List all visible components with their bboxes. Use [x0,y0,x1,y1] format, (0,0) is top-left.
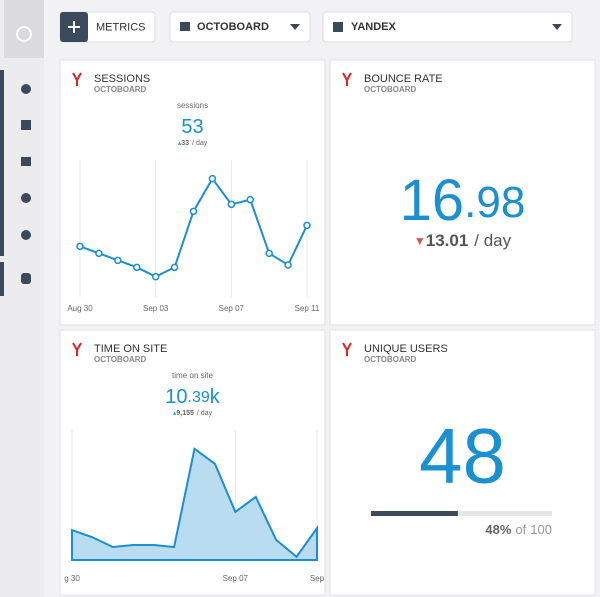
delta-unit: / day [474,231,511,250]
sidebar [0,0,44,597]
nav-info[interactable] [21,230,31,240]
metric-label: time on site [172,371,213,380]
delta: ▴33/ day [178,140,208,147]
point [151,272,160,281]
progress-bar [371,511,458,516]
point [265,249,273,258]
widget-subtitle: OCTOBOARD [364,85,417,94]
card [59,59,326,326]
point [76,242,84,251]
progress-track [371,511,552,516]
select-label: YANDEX [351,21,396,33]
caret [552,24,562,30]
widget-title: UNIQUE USERS [364,343,448,355]
yandex-icon [342,72,352,86]
yandex-icon [72,342,82,356]
delta-unit: / day [192,140,208,147]
metric-value: 48 [419,412,506,500]
metric-label: sessions [177,101,208,110]
x-tick-label: Aug 30 [67,304,93,313]
value-whole: 10 [165,386,187,408]
card [329,329,596,596]
grid-icon [333,22,343,32]
widget-subtitle: OCTOBOARD [94,355,147,364]
point [189,207,198,216]
point [246,195,254,204]
point [170,263,179,272]
delta-value: 33 [181,140,189,147]
point [227,200,236,209]
logo-tile [4,0,44,58]
sidebar-active [0,70,4,256]
delta-value: 13.01 [426,231,469,250]
widget-title: SESSIONS [94,73,150,85]
nav-debug[interactable] [21,273,31,284]
point [95,249,103,258]
nav-profile[interactable] [21,84,31,94]
select-bg [169,11,311,43]
bank-icon [180,22,190,31]
progress-label: 48% [485,522,511,537]
x-tick-label: Sep [310,574,325,583]
area [71,447,318,561]
source-select[interactable]: YANDEX [322,11,573,43]
x-tick-label: g 30 [64,574,80,583]
progress-text: 48% of 100 [485,522,552,537]
delta-icon: ▴ [178,140,182,147]
card [329,59,596,326]
delta-icon: ▼ [414,234,426,248]
value-suffix: k [210,386,221,408]
value-fraction: .39 [188,389,210,406]
logo [16,26,32,42]
point [133,263,141,272]
delta: ▴9,155/ day [173,410,213,417]
widget-subtitle: OCTOBOARD [364,355,417,364]
max-label: 100 [530,522,552,537]
metric-value: 10.39k [165,386,221,408]
delta-value: 9,155 [176,410,194,417]
point [284,261,292,269]
x-tick-label: Sep 07 [223,574,249,583]
plus-icon [68,21,80,33]
metric-value: 16.98 [400,168,526,233]
select-bg [322,11,573,43]
delta-unit: / day [197,410,213,417]
widget-subtitle: OCTOBOARD [94,85,147,94]
x-tick-label: Sep 11 [295,304,320,313]
sidebar-active [0,262,4,296]
widget-title: TIME ON SITE [94,343,167,355]
caret [290,24,300,30]
point [208,174,217,183]
dashboard-select[interactable]: OCTOBOARD [169,11,311,43]
button-label: METRICS [96,21,146,33]
yandex-icon [342,342,352,356]
yandex-icon [72,72,82,86]
value-fraction: .98 [464,178,525,227]
point [114,256,122,265]
delta-icon: ▴ [173,410,177,417]
delta: ▼13.01 / day [414,231,512,250]
x-tick-label: Sep 03 [143,304,169,313]
metric-value: 53 [181,116,203,138]
nav-bank[interactable] [21,157,31,166]
add-metrics-button[interactable]: METRICS [59,11,156,43]
point [303,221,311,230]
widget-title: BOUNCE RATE [364,73,443,85]
nav-plugins[interactable] [21,193,31,203]
select-label: OCTOBOARD [197,21,269,33]
nav-dashboards[interactable] [21,120,31,130]
value: 53 [181,116,203,138]
value-whole: 16 [400,168,465,233]
of-label: of [515,522,526,537]
x-tick-label: Sep 07 [219,304,245,313]
